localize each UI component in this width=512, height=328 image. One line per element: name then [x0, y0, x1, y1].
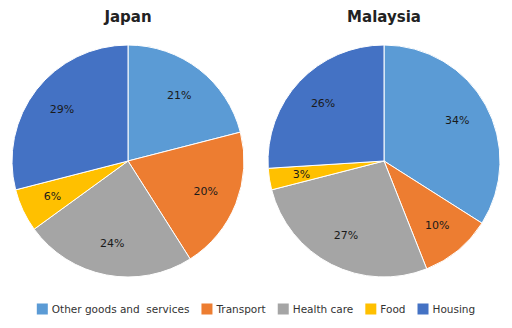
slice	[268, 45, 384, 168]
slice	[272, 161, 427, 277]
data-label: 29%	[50, 103, 74, 116]
title: Malaysia	[347, 8, 421, 26]
slice	[12, 45, 128, 190]
data-label: 27%	[334, 229, 358, 242]
data-label: 34%	[445, 114, 469, 127]
legend-label: Health care	[293, 303, 354, 315]
data-label: 3%	[293, 168, 310, 181]
legend-swatch	[37, 304, 48, 315]
data-label: 20%	[193, 185, 217, 198]
data-label: 24%	[100, 237, 124, 250]
legend-label: Housing	[433, 303, 476, 315]
data-label: 26%	[311, 97, 335, 110]
pie	[12, 45, 244, 277]
data-label: 6%	[44, 190, 61, 203]
legend-label: Other goods and services	[52, 303, 190, 315]
legend-swatch	[201, 304, 212, 315]
data-label: 21%	[167, 89, 191, 102]
data-label: 10%	[425, 219, 449, 232]
legend-swatch	[365, 304, 376, 315]
title: Japan	[103, 8, 151, 26]
legend-label: Transport	[215, 303, 265, 315]
legend-swatch	[278, 304, 289, 315]
legend-swatch	[418, 304, 429, 315]
legend: Other goods and services Transport Health …	[37, 303, 475, 315]
chart: Japan 21% 20% 24% 6% 29% Malaysia 34% 10% 27% 3% 26…	[0, 0, 512, 328]
legend-label: Food	[380, 303, 405, 315]
pie	[268, 45, 500, 277]
